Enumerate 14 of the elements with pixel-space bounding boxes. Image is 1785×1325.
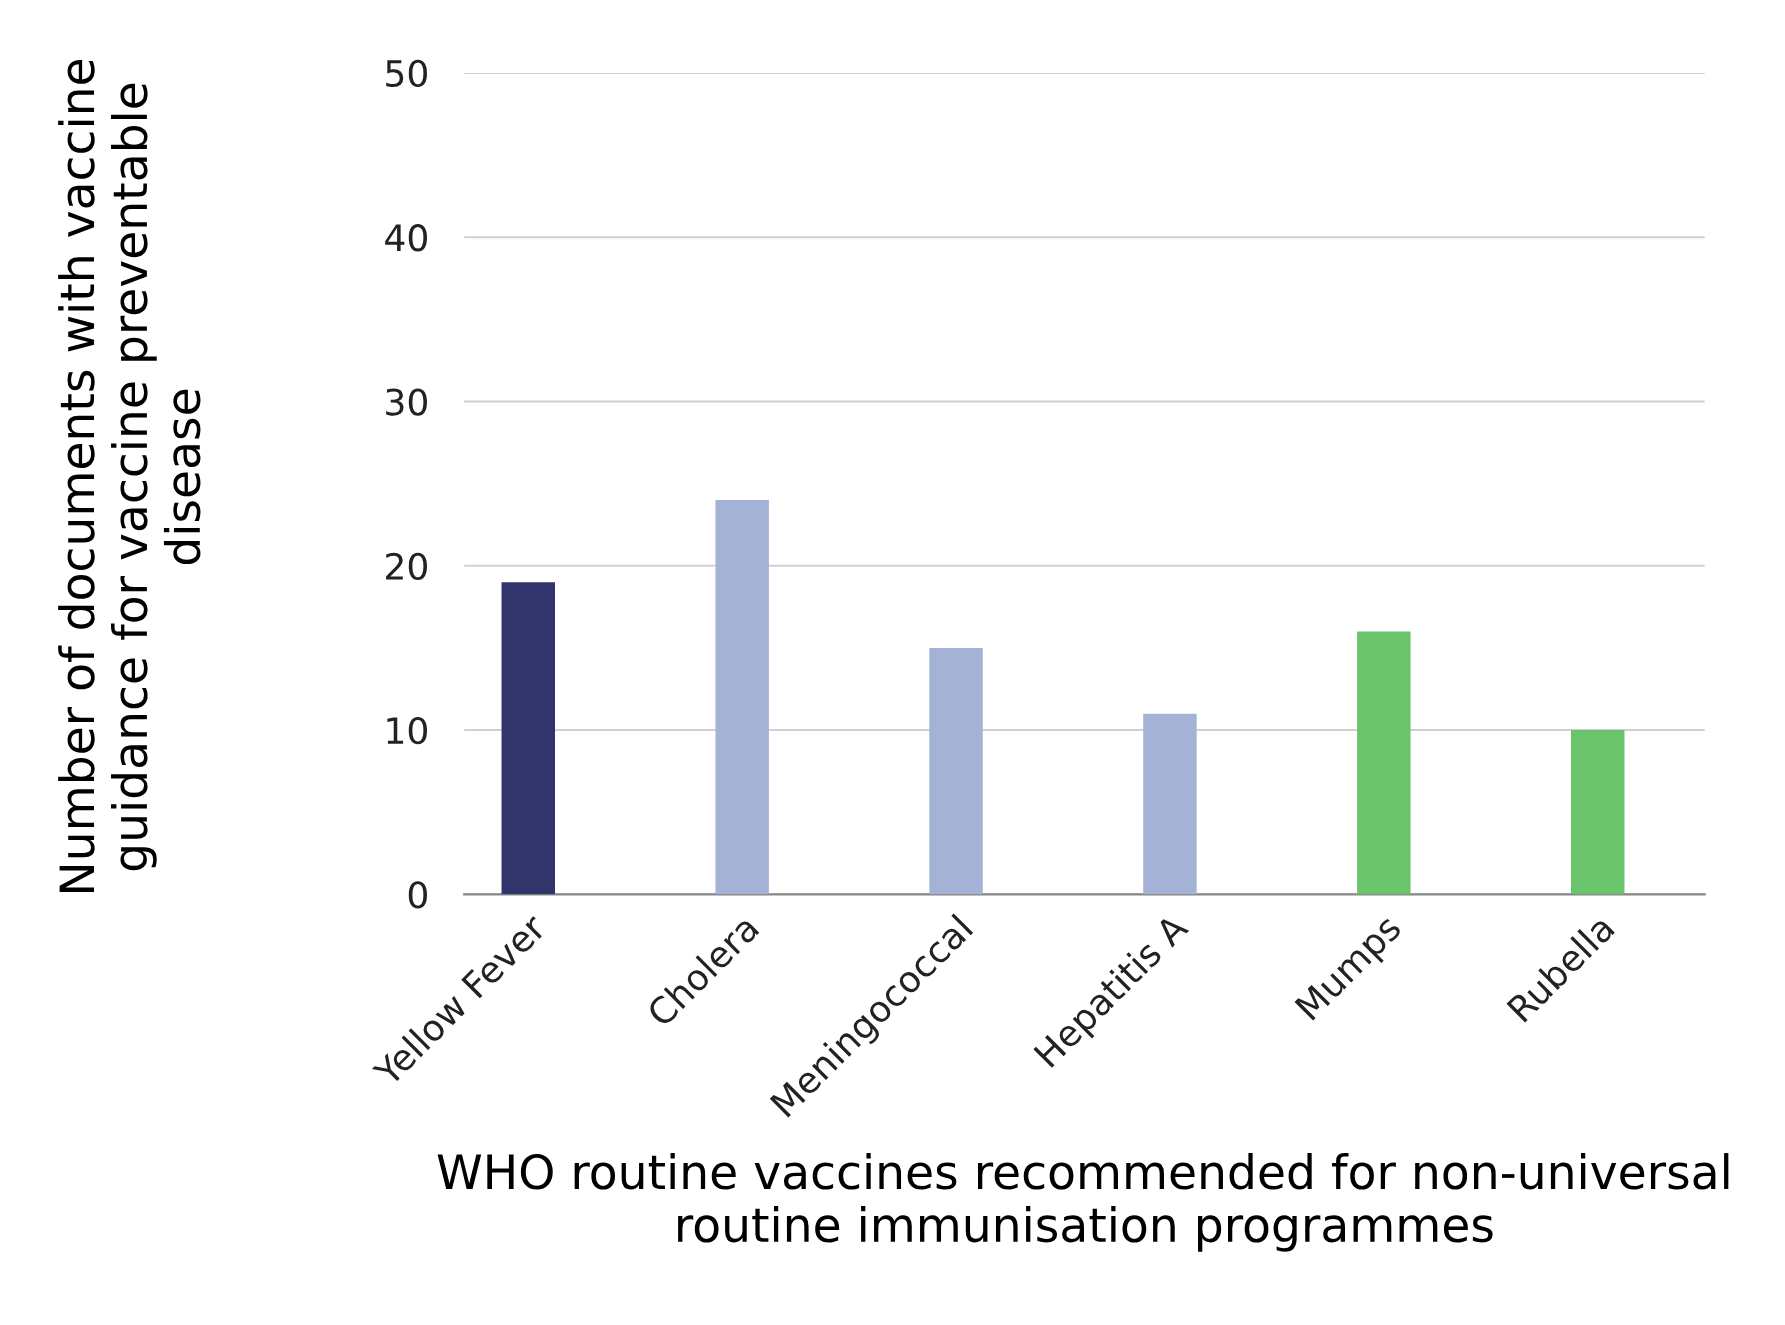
bar [1143, 713, 1197, 895]
y-tick-label: 40 [385, 224, 427, 252]
y-tick-label: 50 [386, 59, 427, 88]
bar [1357, 631, 1411, 895]
y-tick-label: 10 [387, 716, 427, 745]
bar [1570, 730, 1625, 895]
bar [715, 500, 769, 895]
bar [501, 582, 555, 895]
y-tick-label: 30 [386, 388, 427, 416]
bar [929, 647, 983, 895]
y-axis-title: Number of documents with vaccine guidance for vaccine preventable disease [58, 59, 201, 892]
y-tick-label: 0 [408, 881, 427, 909]
y-tick-label: 20 [386, 552, 427, 581]
x-axis-title: WHO routine vaccines recommended for non-universal routine immunisation programmes [437, 1153, 1729, 1252]
